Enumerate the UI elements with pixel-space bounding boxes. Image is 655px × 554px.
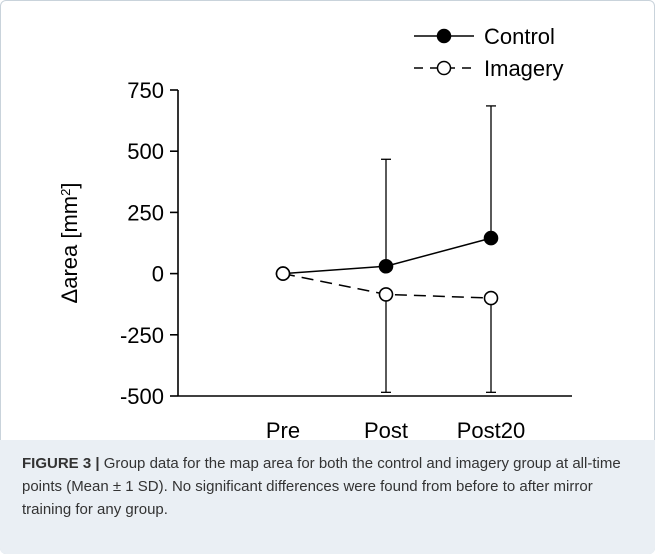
axes bbox=[177, 90, 572, 397]
y-axis-label-end: ] bbox=[57, 183, 82, 189]
markers-control bbox=[275, 230, 499, 281]
y-tick-label: 750 bbox=[127, 78, 164, 103]
legend-marker-control bbox=[436, 28, 452, 44]
y-tick-label: -500 bbox=[120, 384, 164, 409]
markers-imagery bbox=[275, 266, 499, 306]
data-point-control bbox=[378, 258, 394, 274]
y-tick-label: 500 bbox=[127, 139, 164, 164]
y-ticks: 750 500 250 0 -250 -500 bbox=[120, 78, 178, 409]
legend-label-imagery: Imagery bbox=[484, 56, 563, 81]
line-chart: 750 500 250 0 -250 -500 Pre Post Post20 Δarea [… bbox=[57, 24, 572, 443]
x-ticks: Pre Post Post20 bbox=[266, 418, 526, 443]
legend: Control Imagery bbox=[414, 24, 563, 81]
y-tick-label: 0 bbox=[152, 262, 164, 287]
x-tick-label: Post20 bbox=[457, 418, 526, 440]
y-axis-label: Δarea [mm2] bbox=[57, 183, 82, 304]
caption-box: FIGURE 3 | Group data for the map area f… bbox=[0, 440, 655, 554]
data-point-imagery bbox=[378, 287, 394, 302]
legend-entry-imagery: Imagery bbox=[414, 56, 563, 81]
series-control bbox=[282, 105, 496, 275]
y-axis-label-main: Δarea [mm bbox=[57, 196, 82, 304]
caption-text: Group data for the map area for both the… bbox=[22, 455, 621, 518]
y-tick-label: 250 bbox=[127, 200, 164, 225]
y-axis-label-superscript: 2 bbox=[58, 189, 73, 196]
legend-entry-control: Control bbox=[414, 24, 555, 49]
series-layer bbox=[275, 105, 499, 393]
x-tick-label: Pre bbox=[266, 418, 300, 440]
chart-area: 750 500 250 0 -250 -500 Pre Post Post20 Δarea [… bbox=[57, 24, 572, 443]
y-tick-label: -250 bbox=[120, 323, 164, 348]
x-tick-label: Post bbox=[364, 418, 408, 440]
data-point-imagery bbox=[275, 266, 291, 281]
figure-caption: FIGURE 3 | Group data for the map area f… bbox=[22, 452, 632, 521]
data-point-imagery bbox=[483, 290, 499, 306]
data-point-control bbox=[483, 230, 499, 246]
legend-marker-imagery bbox=[436, 60, 452, 76]
figure-label: FIGURE 3 | bbox=[22, 455, 100, 472]
legend-label-control: Control bbox=[484, 24, 555, 49]
